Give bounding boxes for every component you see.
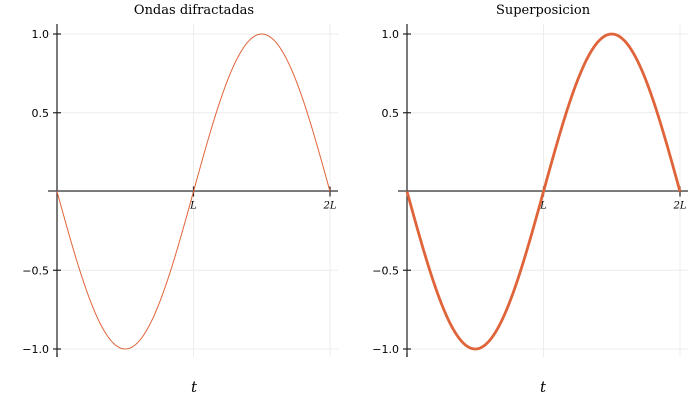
x-tick-label: L: [539, 201, 547, 212]
y-tick-label: 1.0: [32, 28, 50, 41]
y-tick-label: −1.0: [372, 343, 399, 356]
chart-title: Superposicion: [496, 3, 591, 18]
y-tick-label: 0.5: [32, 107, 50, 120]
panel-ondas-difractadas: Ondas difractadas −1.0 −0.5 0.5 1.0 L 2L t: [22, 3, 338, 396]
panel-superposicion: Superposicion −1.0 −0.5 0.5 1.0 L 2L t: [372, 3, 688, 396]
x-tick-label: L: [189, 201, 197, 212]
x-tick-label: 2L: [322, 201, 336, 212]
x-tick-label: 2L: [672, 201, 686, 212]
y-tick-label: 1.0: [382, 28, 400, 41]
series-line: [56, 33, 331, 350]
y-tick-label: −0.5: [22, 264, 49, 277]
y-tick-label: −1.0: [22, 343, 49, 356]
y-tick-label: −0.5: [372, 264, 399, 277]
x-axis-label: t: [191, 378, 198, 396]
y-tick-label: 0.5: [382, 107, 400, 120]
x-axis-label: t: [540, 378, 547, 396]
series-line: [405, 32, 682, 351]
chart-title: Ondas difractadas: [134, 3, 254, 18]
